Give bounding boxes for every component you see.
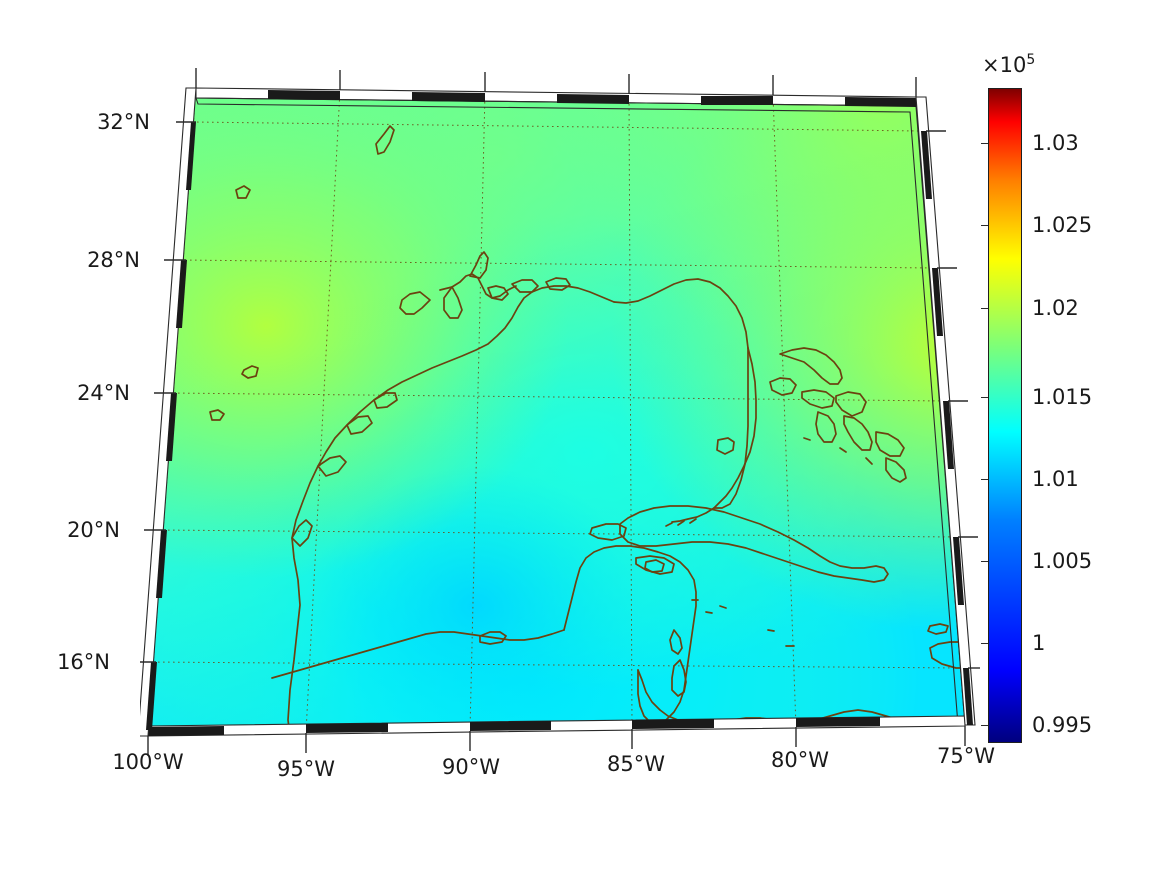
colorbar-tick-label-1020: 1.02 (1032, 296, 1079, 320)
map-frame-border (140, 68, 980, 756)
colorbar-tick-label-1015: 1.015 (1032, 385, 1093, 409)
map-axes[interactable] (140, 60, 980, 760)
lat-tick-label-16N: 16°N (57, 650, 110, 674)
colorbar-tick-1000 (981, 643, 988, 644)
lat-tick-label-32N: 32°N (97, 110, 150, 134)
colorbar-tick-label-0995: 0.995 (1032, 713, 1093, 737)
lon-tick-label-90W: 90°W (442, 755, 500, 779)
colorbar-axes[interactable]: 0.995 1 1.005 1.01 1.015 1.02 1.025 1.03 (981, 88, 1092, 743)
lon-tick-label-75W: 75°W (937, 744, 995, 768)
colorbar-tick-label-1000: 1 (1032, 631, 1046, 655)
colorbar-tick-1015 (981, 397, 988, 398)
colorbar-tick-1020 (981, 308, 988, 309)
colorbar-tick-label-1030: 1.03 (1032, 131, 1079, 155)
lon-tick-label-80W: 80°W (771, 748, 829, 772)
colorbar-offset-text: ×105 (982, 52, 1035, 77)
colorbar-tick-0995 (981, 725, 988, 726)
lat-tick-label-24N: 24°N (77, 381, 130, 405)
colorbar-tick-1005 (981, 561, 988, 562)
lon-tick-label-85W: 85°W (607, 752, 665, 776)
lat-tick-label-28N: 28°N (87, 248, 140, 272)
colorbar-offset-mantissa: ×10 (982, 53, 1027, 77)
colorbar-tick-label-1005: 1.005 (1032, 549, 1093, 573)
colorbar-tick-1025 (981, 225, 988, 226)
colorbar-tick-1030 (981, 143, 988, 144)
pressure-field (148, 88, 965, 735)
colorbar-tick-label-1010: 1.01 (1032, 467, 1079, 491)
lon-tick-label-95W: 95°W (277, 757, 335, 781)
colorbar-tick-1010 (981, 479, 988, 480)
colorbar-gradient[interactable] (988, 88, 1022, 743)
map-plot-surface[interactable] (140, 60, 980, 760)
colorbar-tick-label-1025: 1.025 (1032, 213, 1093, 237)
lat-tick-label-20N: 20°N (67, 518, 120, 542)
colorbar-offset-exponent: 5 (1026, 52, 1036, 68)
lon-tick-label-100W: 100°W (112, 750, 184, 774)
coastlines (209, 125, 965, 735)
